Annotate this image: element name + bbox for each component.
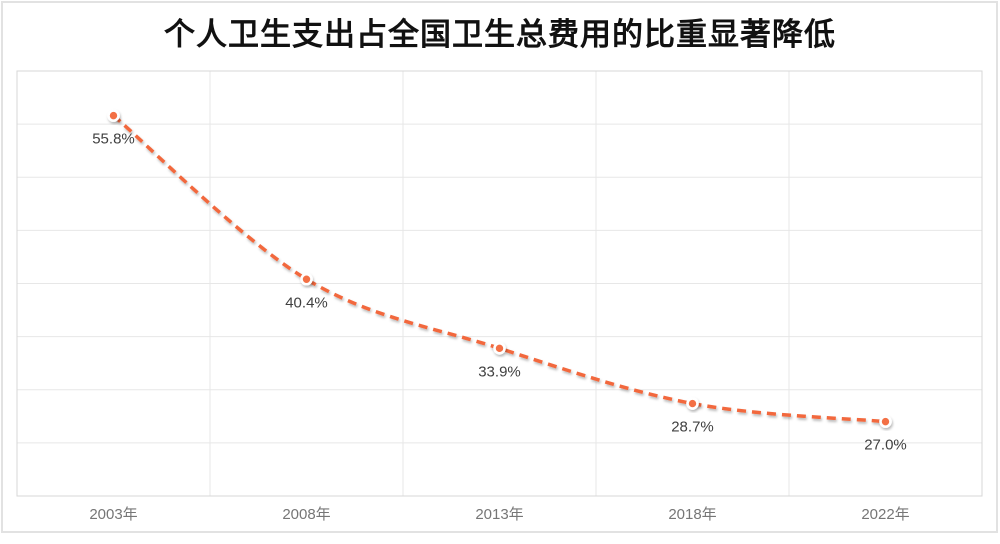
data-point-marker: [107, 109, 120, 122]
data-point-label: 33.9%: [478, 363, 521, 380]
plot-border: [16, 70, 983, 497]
x-axis-tick-label: 2003年: [89, 506, 137, 523]
series-layer: [107, 109, 892, 428]
data-point-marker: [879, 415, 892, 428]
label-layer: 55.8% 2003年 40.4% 2008年 33.9% 2013年 28.7% 2018年…: [89, 131, 909, 523]
chart-card-border: [1, 1, 998, 533]
data-point-marker: [686, 397, 699, 410]
x-axis-tick-label: 2013年: [475, 506, 523, 523]
grid-layer: [16, 70, 983, 497]
data-point-label: 27.0%: [864, 437, 907, 454]
data-point-marker: [300, 272, 313, 286]
x-axis-tick-label: 2008年: [282, 506, 330, 523]
data-point-label: 28.7%: [671, 419, 714, 436]
data-point-label: 55.8%: [92, 131, 135, 148]
chart-title: 个人卫生支出占全国卫生总费用的比重显著降低: [164, 17, 836, 52]
data-point-marker: [493, 342, 506, 355]
data-point-label: 40.4%: [285, 294, 328, 311]
x-axis-tick-label: 2022年: [861, 506, 909, 523]
x-axis-tick-label: 2018年: [668, 506, 716, 523]
